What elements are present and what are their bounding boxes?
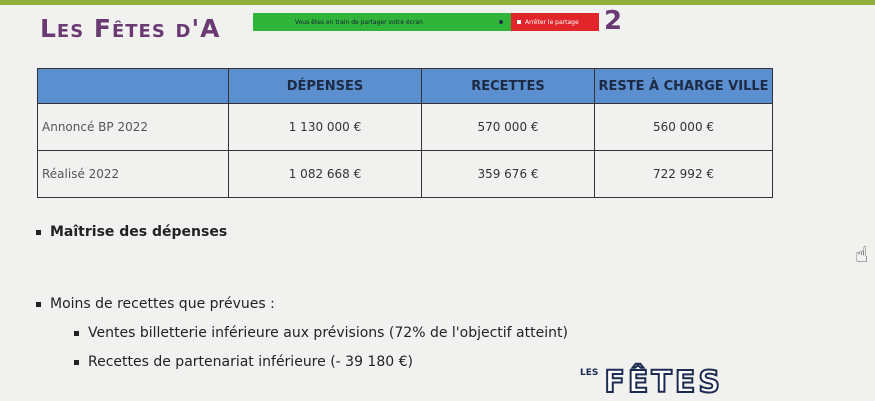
screen-share-message: Vous êtes en train de partager votre écr…: [295, 18, 423, 26]
bullet-item: Maîtrise des dépenses: [35, 224, 228, 240]
table-row: Réalisé 2022 1 082 668 € 359 676 € 722 9…: [37, 150, 773, 198]
table-header-recettes: RECETTES: [421, 68, 595, 104]
table-header-row: DÉPENSES RECETTES RESTE À CHARGE VILLE: [37, 68, 773, 104]
logo-text: LES: [580, 368, 599, 378]
table-row: Annoncé BP 2022 1 130 000 € 570 000 € 56…: [37, 103, 773, 151]
cell-reste: 722 992 €: [594, 150, 773, 198]
stop-sharing-label: Arrêter le partage: [525, 18, 579, 26]
cell-recettes: 570 000 €: [421, 103, 595, 151]
table-header-reste: RESTE À CHARGE VILLE: [594, 68, 773, 104]
stop-icon: [517, 20, 521, 24]
table-header-empty: [37, 68, 229, 104]
sub-bullet-item: Ventes billetterie inférieure aux prévis…: [74, 325, 568, 341]
bullet-item: Moins de recettes que prévues :: [36, 296, 275, 312]
event-logo: LES FÊTES: [580, 365, 723, 400]
table-header-depenses: DÉPENSES: [228, 68, 422, 104]
hand-cursor-icon: ☝: [855, 243, 869, 268]
row-label: Annoncé BP 2022: [37, 103, 229, 151]
slide-title-end: 2: [604, 6, 623, 36]
slide-title: Les Fêtes d'A: [40, 14, 221, 43]
sub-bullet-item: Recettes de partenariat inférieure (- 39…: [74, 354, 413, 370]
cell-depenses: 1 082 668 €: [228, 150, 422, 198]
cell-depenses: 1 130 000 €: [228, 103, 422, 151]
logo-graphic: FÊTES: [603, 365, 723, 400]
stop-sharing-button[interactable]: Arrêter le partage: [511, 13, 599, 31]
cell-recettes: 359 676 €: [421, 150, 595, 198]
row-label: Réalisé 2022: [37, 150, 229, 198]
grip-icon[interactable]: [499, 20, 503, 24]
cell-reste: 560 000 €: [594, 103, 773, 151]
screen-share-bar[interactable]: Vous êtes en train de partager votre écr…: [253, 13, 511, 31]
slide-top-bar: [0, 0, 875, 5]
budget-table: DÉPENSES RECETTES RESTE À CHARGE VILLE A…: [37, 68, 773, 198]
